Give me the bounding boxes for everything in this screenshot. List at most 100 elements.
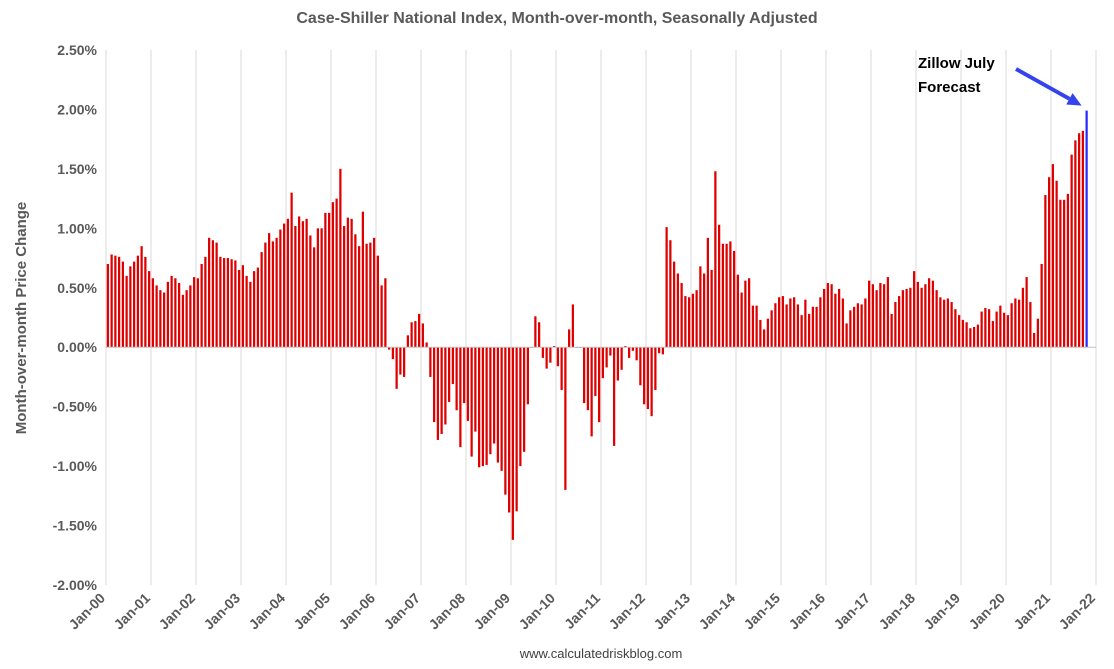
bar: [166, 281, 169, 348]
bar: [478, 347, 481, 468]
y-tick-label: -0.50%: [53, 399, 98, 415]
bar: [425, 342, 428, 348]
annotation-line-2: Forecast: [918, 79, 981, 96]
bar: [988, 309, 991, 348]
bar: [1066, 193, 1069, 348]
bar: [853, 306, 856, 348]
bar: [181, 294, 184, 348]
bar: [991, 321, 994, 348]
bar: [811, 306, 814, 348]
bar: [684, 296, 687, 348]
x-tick-label: Jan-05: [290, 590, 333, 633]
x-tick-label: Jan-15: [740, 590, 783, 633]
bar: [155, 285, 158, 348]
bar: [676, 273, 679, 348]
bar: [1036, 318, 1039, 348]
bar: [538, 322, 541, 348]
bar: [241, 265, 244, 348]
bar: [136, 255, 139, 348]
bar: [309, 235, 312, 348]
bar: [590, 347, 593, 437]
bar: [695, 290, 698, 348]
y-tick-label: 2.00%: [57, 101, 97, 117]
bar: [298, 216, 301, 348]
bar: [605, 347, 608, 368]
bar: [864, 298, 867, 348]
bars: [106, 110, 1088, 540]
bar: [215, 242, 218, 348]
bar: [1018, 299, 1021, 348]
bar: [658, 347, 661, 354]
bar: [211, 240, 214, 348]
bar: [260, 252, 263, 348]
x-tick-label: Jan-12: [605, 590, 648, 633]
bar: [185, 290, 188, 348]
bar: [373, 237, 376, 348]
bar: [631, 347, 634, 351]
bar: [204, 256, 207, 348]
bar: [1025, 277, 1028, 348]
bar: [290, 192, 293, 348]
bar: [736, 274, 739, 348]
bar: [230, 259, 233, 348]
bar: [463, 347, 466, 404]
bar: [1048, 177, 1051, 348]
bar: [838, 288, 841, 348]
bar: [339, 168, 342, 348]
bar: [804, 299, 807, 348]
y-tick-label: 1.00%: [57, 220, 97, 236]
bar: [178, 283, 181, 348]
bar: [249, 281, 252, 348]
bar: [436, 347, 439, 440]
arrow-head: [1066, 93, 1082, 106]
bar: [485, 347, 488, 465]
bar: [781, 296, 784, 348]
bar: [444, 347, 447, 425]
bar: [928, 278, 931, 348]
bar: [151, 278, 154, 348]
bar: [380, 285, 383, 348]
bar: [984, 307, 987, 348]
bar: [504, 347, 507, 495]
bar: [646, 347, 649, 410]
bar: [1006, 315, 1009, 348]
bar: [905, 288, 908, 348]
bar: [358, 246, 361, 348]
bar: [856, 303, 859, 348]
bar: [909, 287, 912, 348]
x-tick-label: Jan-00: [65, 590, 108, 633]
bar: [973, 327, 976, 348]
bar: [414, 321, 417, 348]
bar: [545, 347, 548, 369]
bar: [913, 271, 916, 348]
bar: [594, 347, 597, 396]
bar: [564, 347, 567, 490]
bar: [121, 261, 124, 348]
bar: [643, 347, 646, 405]
bar: [688, 297, 691, 348]
bar: [1021, 287, 1024, 348]
bar: [766, 318, 769, 348]
bar: [751, 305, 754, 348]
bar: [943, 299, 946, 348]
bar: [721, 243, 724, 348]
bar: [549, 347, 552, 363]
bar: [793, 297, 796, 348]
bar: [601, 347, 604, 379]
bar: [699, 266, 702, 348]
bar: [219, 256, 222, 348]
bar: [785, 304, 788, 348]
bar: [365, 243, 368, 348]
bar: [916, 281, 919, 348]
bar: [313, 247, 316, 348]
gridlines: [105, 50, 1097, 585]
source-credit: www.calculatedriskblog.com: [519, 646, 683, 661]
x-tick-label: Jan-21: [1010, 590, 1053, 633]
bar: [556, 347, 559, 367]
bar: [271, 241, 274, 348]
bar: [350, 218, 353, 348]
bar: [369, 242, 372, 348]
bar: [106, 264, 109, 348]
y-axis-label: Month-over-month Price Change: [13, 202, 30, 435]
annotation-line-1: Zillow July: [918, 55, 995, 72]
